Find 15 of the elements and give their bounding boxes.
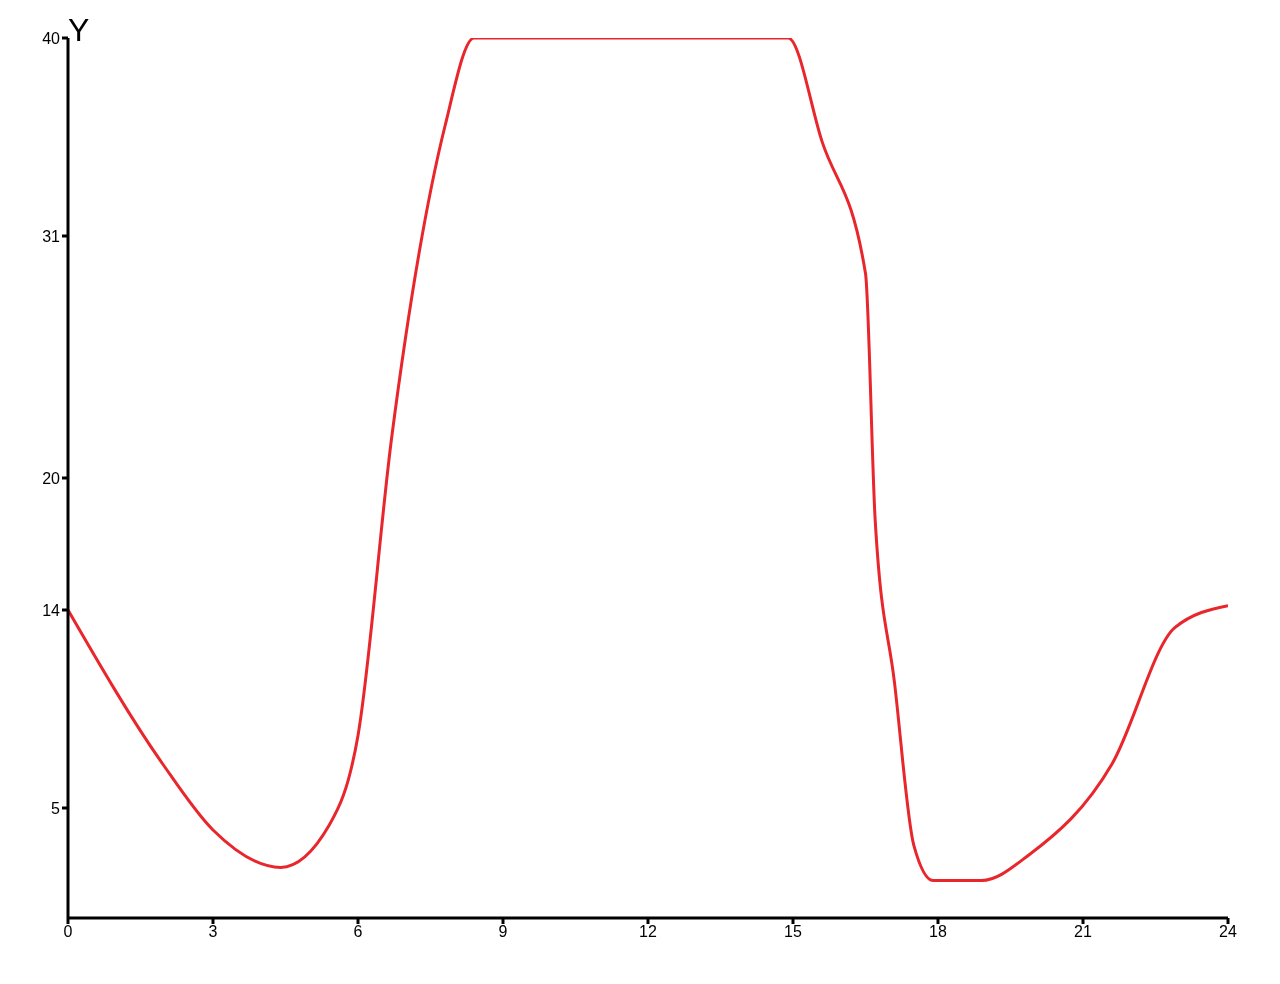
- y-tick-label: 31: [42, 227, 61, 245]
- x-tick-label: 21: [1074, 923, 1092, 941]
- x-tick-label: 6: [353, 923, 363, 941]
- x-tick-label: 0: [63, 923, 73, 941]
- x-tick-label: 18: [929, 923, 947, 941]
- x-tick-label: 24: [1219, 923, 1237, 941]
- x-tick-label: 3: [208, 923, 218, 941]
- x-tick-label: 12: [639, 923, 657, 941]
- y-tick-label: 5: [51, 799, 61, 817]
- y-axis-title: Y: [68, 11, 90, 48]
- x-tick-label: 15: [784, 923, 802, 941]
- y-tick-label: 40: [42, 29, 61, 47]
- y-tick-label: 14: [42, 601, 61, 619]
- y-tick-label: 20: [42, 469, 61, 487]
- x-tick-label: 9: [498, 923, 508, 941]
